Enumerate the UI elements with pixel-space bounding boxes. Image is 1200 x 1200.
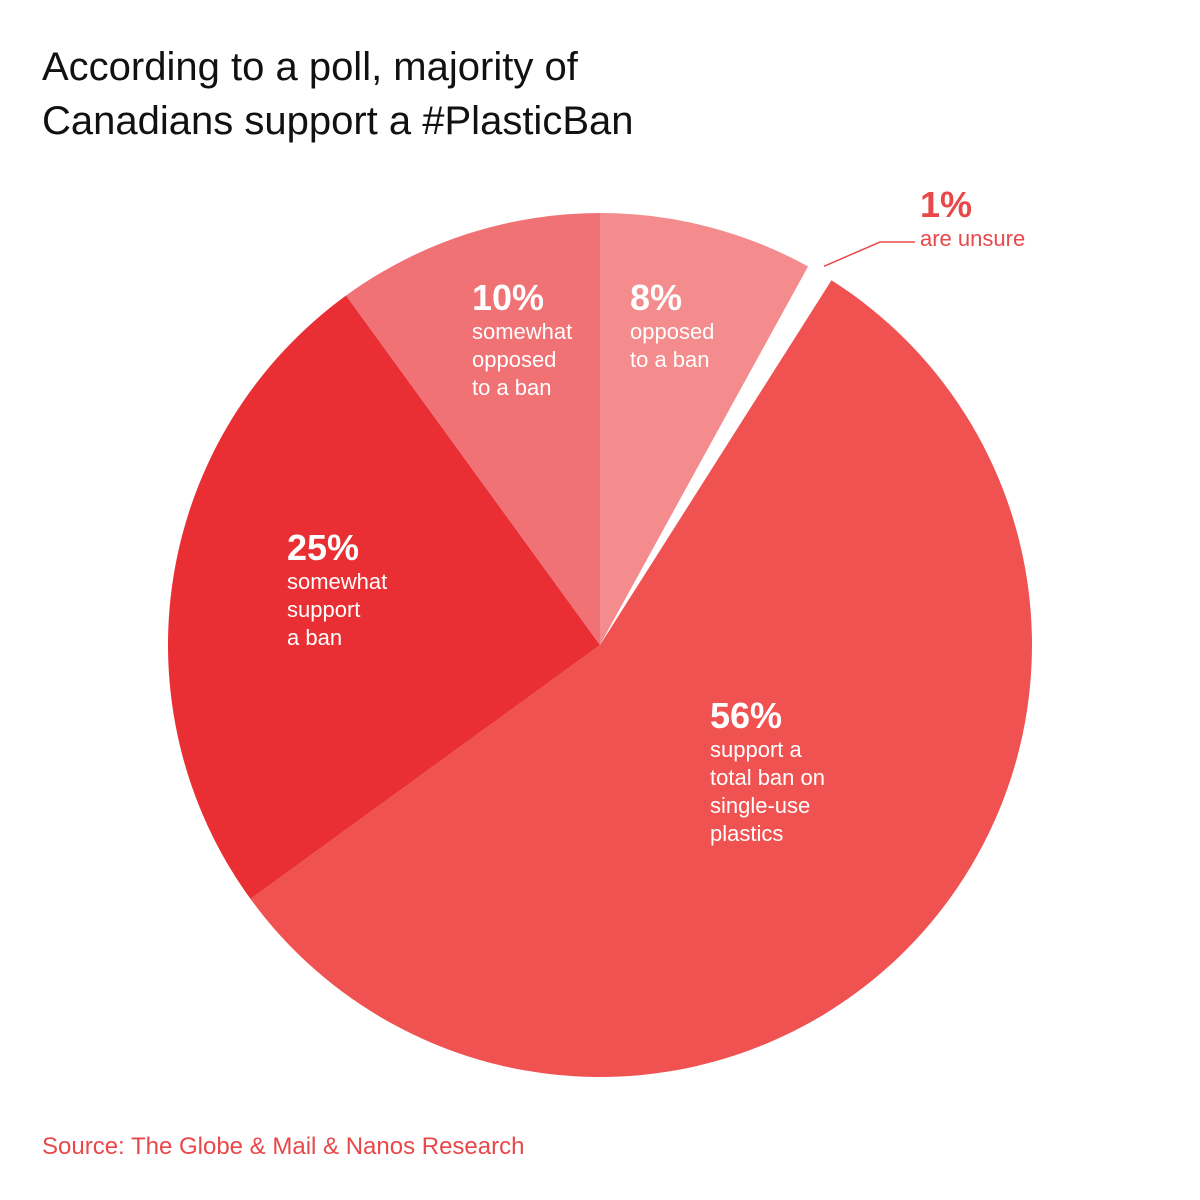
unsure-leader-line — [823, 241, 915, 267]
slice-desc-opposed: opposed to a ban — [630, 319, 715, 372]
slice-desc-somewhat-opposed: somewhat opposed to a ban — [472, 319, 573, 400]
slice-desc-support: support a total ban on single-use plasti… — [710, 737, 825, 846]
pie-slice-somewhat-support — [167, 295, 600, 899]
pie-slice-support — [250, 280, 1032, 1077]
slice-label-unsure: 1% are unsure — [920, 185, 1025, 253]
pie-slice-unsure — [600, 266, 832, 645]
slice-pct-unsure: 1% — [920, 184, 973, 225]
pie-slice-opposed — [600, 213, 809, 645]
slice-label-opposed: 8% opposed to a ban — [630, 278, 714, 374]
slice-label-support: 56% support a total ban on single-use pl… — [710, 696, 825, 848]
chart-title-line-2: Canadians support a #PlasticBan — [42, 99, 634, 143]
chart-title-line-1: According to a poll, majority of — [42, 45, 578, 89]
source-note: Source: The Globe & Mail & Nanos Researc… — [42, 1133, 525, 1160]
slice-pct-somewhat-support: 25% — [287, 527, 360, 568]
slice-pct-support: 56% — [710, 695, 783, 736]
pie-slice-somewhat-opposed — [346, 213, 600, 645]
slice-desc-somewhat-support: somewhat support a ban — [287, 569, 388, 650]
slice-desc-unsure: are unsure — [920, 226, 1026, 251]
slice-label-somewhat-support: 25% somewhat support a ban — [287, 528, 387, 652]
chart-title: According to a poll, majority of Canadia… — [42, 40, 1042, 148]
slice-label-somewhat-opposed: 10% somewhat opposed to a ban — [472, 278, 572, 402]
slice-pct-opposed: 8% — [630, 277, 683, 318]
slice-pct-somewhat-opposed: 10% — [472, 277, 545, 318]
